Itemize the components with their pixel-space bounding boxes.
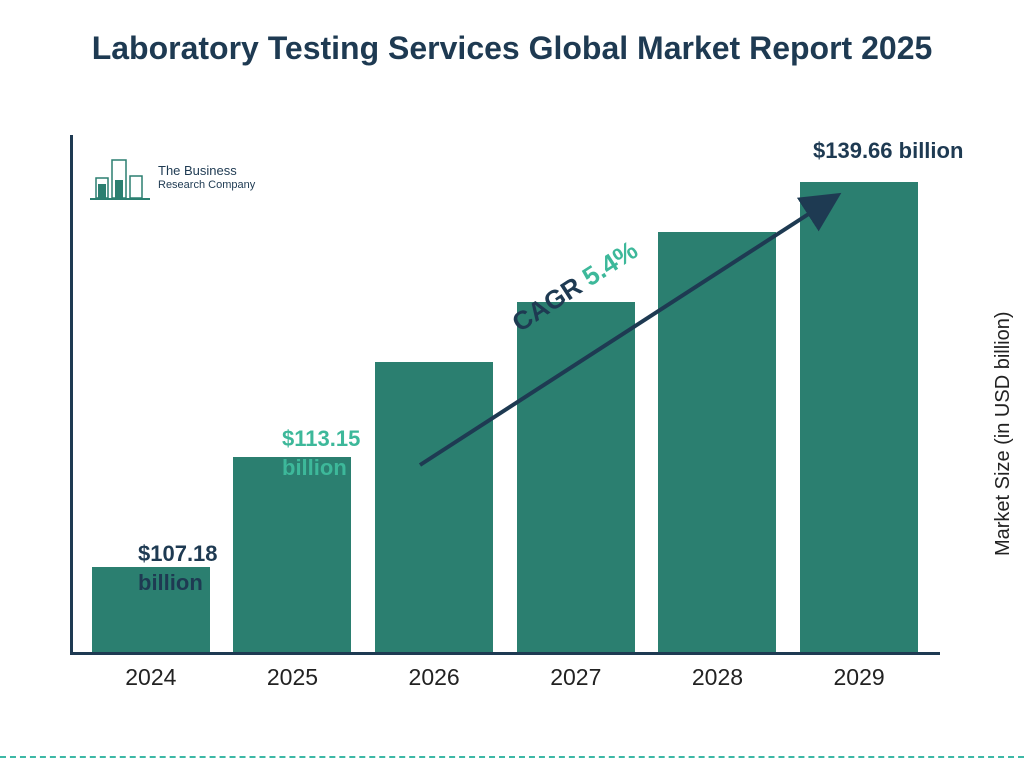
x-tick-label: 2028 [647, 664, 787, 691]
value-label: $113.15billion [282, 425, 442, 482]
logo-chart-icon [90, 150, 150, 205]
logo-text-line2: Research Company [158, 179, 255, 191]
bar [375, 362, 493, 652]
y-axis-title: Market Size (in USD billion) [993, 312, 1016, 557]
company-logo: The Business Research Company [90, 150, 255, 205]
x-tick-label: 2024 [81, 664, 221, 691]
chart-title: Laboratory Testing Services Global Marke… [0, 0, 1024, 78]
value-label: $107.18billion [138, 540, 298, 597]
bar-wrap: 2026 [369, 362, 499, 652]
chart-area: 202420252026202720282029 CAGR 5.4% $107.… [70, 135, 940, 695]
x-tick-label: 2026 [364, 664, 504, 691]
x-axis-line [70, 652, 940, 655]
bar [800, 182, 918, 652]
bar-wrap: 2029 [794, 182, 924, 652]
bar-wrap: 2027 [511, 302, 641, 652]
logo-text: The Business Research Company [158, 164, 255, 190]
bar [658, 232, 776, 652]
logo-text-line1: The Business [158, 164, 255, 178]
bar [517, 302, 635, 652]
value-label: $139.66 billion [813, 137, 973, 166]
x-tick-label: 2029 [789, 664, 929, 691]
bottom-dashed-border [0, 756, 1024, 758]
bar-wrap: 2028 [652, 232, 782, 652]
x-tick-label: 2025 [222, 664, 362, 691]
x-tick-label: 2027 [506, 664, 646, 691]
